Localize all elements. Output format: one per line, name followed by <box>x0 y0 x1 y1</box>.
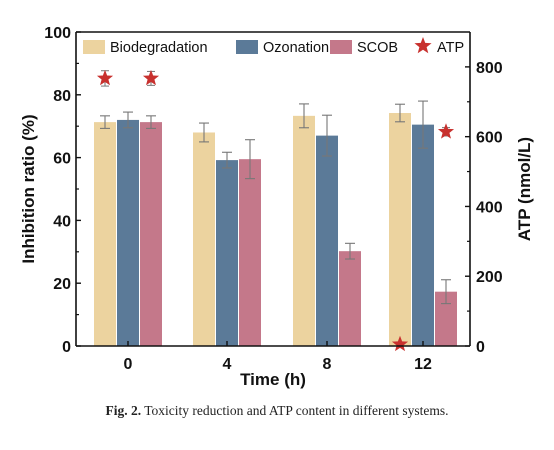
y2-tick-label: 200 <box>476 269 503 286</box>
legend-swatch-scob <box>330 40 352 54</box>
y-tick-label: 100 <box>44 25 71 42</box>
plot-area <box>94 69 457 352</box>
error-bar-biodegradation-12 <box>395 103 405 123</box>
bar-biodegradation-0 <box>94 122 116 346</box>
y2-tick-label: 800 <box>476 60 503 77</box>
y-tick-label: 0 <box>62 339 71 356</box>
atp-point-12-biodegradation <box>391 335 409 352</box>
error-bar-biodegradation-0 <box>100 115 110 129</box>
legend-label-scob: SCOB <box>357 40 398 56</box>
error-bar-biodegradation-8 <box>299 103 309 129</box>
atp-point-12-scob <box>437 123 455 139</box>
bar-biodegradation-12 <box>389 113 411 347</box>
bar-ozonation-4 <box>216 160 238 346</box>
error-bar-ozonation-0 <box>123 111 133 129</box>
caption-text: Toxicity reduction and ATP content in di… <box>144 403 449 418</box>
y2-tick-label: 0 <box>476 339 485 356</box>
x-tick-label: 0 <box>124 356 133 373</box>
chart: Time (h) Inhibition ratio (%) ATP (nmol/… <box>19 25 534 389</box>
y-tick-label: 40 <box>53 213 71 230</box>
bar-scob-0 <box>140 122 162 346</box>
axes: Time (h) Inhibition ratio (%) ATP (nmol/… <box>19 25 534 389</box>
x-tick-label: 4 <box>223 356 232 373</box>
error-bar-scob-0 <box>146 115 156 129</box>
error-bar-scob-4 <box>245 139 255 180</box>
legend: Biodegradation Ozonation SCOB ATP <box>83 37 464 56</box>
legend-swatch-biodegradation <box>83 40 105 54</box>
legend-label-ozonation: Ozonation <box>263 40 329 56</box>
y2-tick-label: 400 <box>476 199 503 216</box>
bar-ozonation-12 <box>412 124 434 346</box>
x-tick-label: 8 <box>323 356 332 373</box>
legend-label-biodegradation: Biodegradation <box>110 40 208 56</box>
error-bar-scob-12 <box>441 279 451 305</box>
error-bar-ozonation-12 <box>418 100 428 149</box>
x-tick-label: 12 <box>414 356 432 373</box>
error-bar-ozonation-8 <box>322 114 332 157</box>
x-axis-title: Time (h) <box>240 370 306 389</box>
y-tick-label: 80 <box>53 88 71 105</box>
bar-ozonation-0 <box>117 119 139 346</box>
y-tick-label: 20 <box>53 276 71 293</box>
legend-marker-atp <box>414 37 432 54</box>
figure-caption: Fig. 2. Toxicity reduction and ATP conte… <box>0 403 554 419</box>
error-bar-ozonation-4 <box>222 151 232 169</box>
y2-tick-label: 600 <box>476 130 503 147</box>
error-bar-scob-8 <box>345 242 355 260</box>
atp-point-0-biodegradation <box>96 69 114 86</box>
bar-ozonation-8 <box>316 135 338 346</box>
y-axis-title: Inhibition ratio (%) <box>19 114 38 263</box>
y-tick-label: 60 <box>53 151 71 168</box>
error-bar-biodegradation-4 <box>199 122 209 143</box>
y2-axis-title: ATP (nmol/L) <box>515 137 534 241</box>
caption-label: Fig. 2. <box>105 403 142 418</box>
bar-biodegradation-8 <box>293 115 315 346</box>
legend-label-atp: ATP <box>437 40 464 56</box>
legend-swatch-ozonation <box>236 40 258 54</box>
atp-point-0-scob <box>142 69 160 86</box>
bar-scob-4 <box>239 159 261 346</box>
bar-scob-8 <box>339 251 361 346</box>
bar-biodegradation-4 <box>193 132 215 346</box>
bar-scob-12 <box>435 291 457 346</box>
